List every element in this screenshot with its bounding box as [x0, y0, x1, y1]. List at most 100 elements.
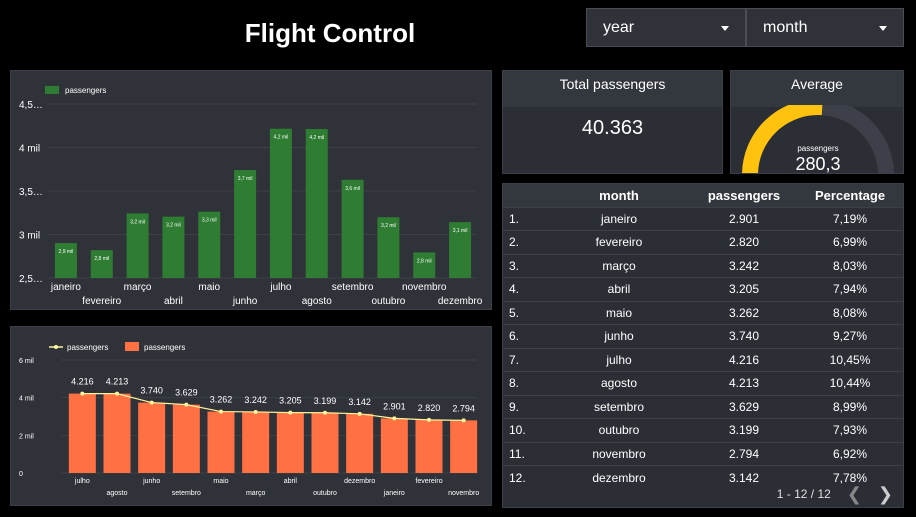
y-tick-label: 4,5… [19, 100, 43, 111]
table-row[interactable]: 9. setembro 3.629 8,99% [503, 394, 903, 419]
table-row[interactable]: 6. junho 3.740 9,27% [503, 324, 903, 348]
bar[interactable] [305, 128, 328, 278]
row-index: 9. [503, 394, 547, 419]
bar[interactable] [126, 213, 149, 278]
table-row[interactable]: 11. novembro 2.794 6,92% [503, 441, 903, 466]
row-percentage: 7,94% [797, 277, 903, 301]
line-point[interactable] [80, 391, 85, 396]
bar[interactable] [415, 419, 443, 473]
line-point[interactable] [357, 411, 362, 416]
bar[interactable] [207, 411, 235, 473]
bar[interactable] [54, 243, 77, 278]
x-tick-label: maio [198, 282, 220, 293]
bar[interactable] [346, 413, 374, 473]
total-passengers-value: 40.363 [581, 117, 644, 139]
line-point[interactable] [427, 417, 431, 422]
header-passengers[interactable]: passengers [691, 184, 797, 207]
bar-data-label: 3,3 mil [202, 218, 217, 224]
header-percentage[interactable]: Percentage [797, 184, 903, 207]
chevron-right-icon[interactable]: ❯ [877, 484, 893, 504]
line-point[interactable] [288, 410, 293, 415]
ranked-combo-chart-panel: passengers passengers 6 mil 4 mil 2 mil 0 4… [10, 326, 492, 506]
bar[interactable] [413, 252, 436, 278]
bar[interactable] [276, 412, 304, 473]
row-index: 7. [503, 347, 547, 372]
table-row[interactable]: 4. abril 3.205 7,94% [503, 277, 903, 301]
line-point[interactable] [219, 409, 223, 414]
bar[interactable] [449, 222, 472, 278]
passengers-table: month passengers Percentage 1. janeiro 2.9… [503, 184, 903, 489]
table-row[interactable]: 10. outubro 3.199 7,93% [503, 418, 903, 442]
passengers-table-panel: month passengers Percentage 1. janeiro 2.9… [502, 183, 904, 508]
line-point[interactable] [392, 416, 397, 421]
bar-data-label: 2,8 mil [94, 256, 109, 262]
row-index: 11. [503, 441, 547, 466]
x-tick-label: janeiro [383, 490, 405, 497]
bar[interactable] [103, 393, 131, 473]
bar[interactable] [138, 402, 166, 473]
bar[interactable] [311, 412, 339, 473]
line-point[interactable] [149, 400, 154, 405]
table-row[interactable]: 8. agosto 4.213 10,44% [503, 371, 903, 395]
line-data-label: 2.901 [383, 401, 406, 411]
row-passengers: 3.205 [691, 277, 797, 301]
series-line [82, 392, 464, 421]
table-row[interactable]: 3. março 3.242 8,03% [503, 253, 903, 278]
table-header-row: month passengers Percentage [503, 184, 903, 207]
legend-bar-label: passengers [144, 343, 185, 352]
chevron-left-icon[interactable]: ❮ [846, 484, 862, 504]
line-data-label: 3.740 [140, 386, 163, 396]
x-tick-label: março [124, 282, 152, 293]
average-title: Average [731, 71, 903, 107]
bar[interactable] [162, 216, 185, 278]
gauge-fill [742, 105, 823, 173]
page-title: Flight Control [244, 18, 416, 48]
total-passengers-title: Total passengers [503, 71, 722, 107]
bar-data-label: 3,1 mil [453, 228, 468, 234]
bar[interactable] [341, 179, 364, 278]
row-percentage: 10,44% [797, 371, 903, 395]
row-percentage: 8,99% [797, 394, 903, 419]
table-row[interactable]: 2. fevereiro 2.820 6,99% [503, 230, 903, 254]
bar[interactable] [380, 418, 408, 473]
monthly-bar-chart: passengers 4,5… 4 mil 3,5… 3 mil 2,5… 2,9 mi… [19, 86, 483, 307]
bar[interactable] [198, 211, 221, 278]
bar-data-label: 2,9 mil [59, 249, 74, 255]
bar[interactable] [68, 393, 96, 473]
bar[interactable] [269, 128, 292, 278]
bar[interactable] [90, 250, 113, 278]
x-tick-label: dezembro [438, 296, 483, 307]
average-gauge-card: Average passengers 280,3 [730, 70, 904, 174]
row-index: 3. [503, 253, 547, 278]
year-dropdown[interactable]: year [586, 8, 746, 47]
table-row[interactable]: 1. janeiro 2.901 7,19% [503, 206, 903, 231]
row-month: agosto [547, 371, 691, 395]
x-tick-label: março [246, 490, 266, 497]
header-month[interactable]: month [547, 184, 691, 207]
row-passengers: 4.213 [691, 371, 797, 395]
month-dropdown-label: month [763, 18, 808, 36]
month-dropdown[interactable]: month [746, 8, 904, 47]
bar[interactable] [450, 420, 478, 473]
row-passengers: 2.820 [691, 230, 797, 254]
line-point[interactable] [253, 409, 258, 414]
table-row[interactable]: 7. julho 4.216 10,45% [503, 347, 903, 372]
table-row[interactable]: 12. dezembro 3.142 7,78% [503, 465, 903, 489]
row-index: 8. [503, 371, 547, 395]
y-tick-label: 4 mil [19, 144, 40, 155]
y-tick-label: 3,5… [19, 187, 43, 198]
bar[interactable] [377, 217, 400, 278]
bar[interactable] [172, 404, 200, 473]
table-row[interactable]: 5. maio 3.262 8,08% [503, 300, 903, 325]
row-month: fevereiro [547, 230, 691, 254]
row-passengers: 3.629 [691, 394, 797, 419]
line-point[interactable] [184, 402, 189, 407]
bar[interactable] [234, 170, 257, 278]
line-point[interactable] [461, 418, 466, 423]
row-passengers: 4.216 [691, 347, 797, 372]
bar[interactable] [242, 411, 270, 473]
x-tick-label: janeiro [50, 282, 81, 293]
line-point[interactable] [115, 391, 119, 396]
y-tick-label: 4 mil [19, 396, 34, 403]
line-point[interactable] [323, 410, 327, 415]
